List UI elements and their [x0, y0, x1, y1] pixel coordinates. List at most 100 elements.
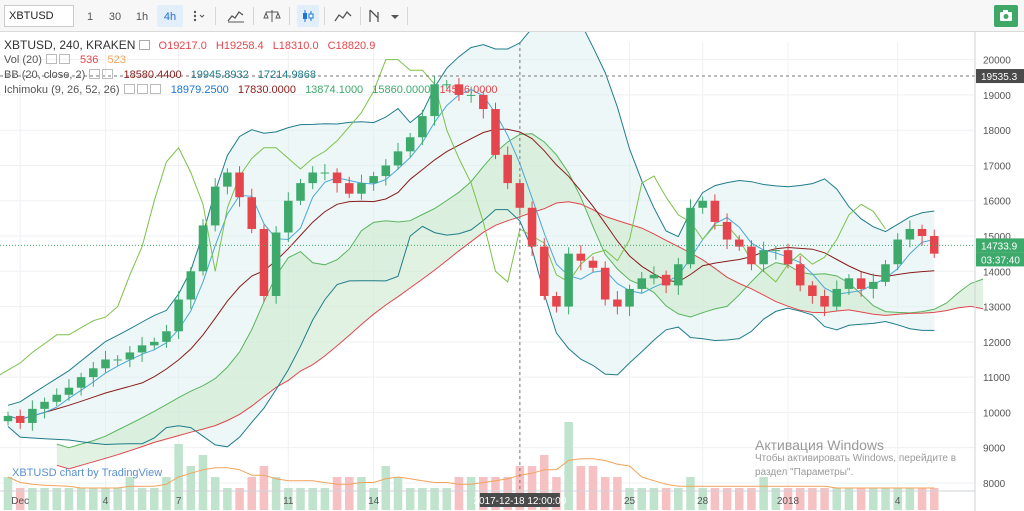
volume-bar [710, 488, 720, 510]
volume-bar [759, 477, 768, 510]
volume-bar [808, 488, 817, 510]
volume-bar [381, 466, 391, 510]
ichimoku-settings-icon[interactable] [123, 84, 135, 94]
candle-body [101, 359, 110, 369]
volume-bar [259, 466, 269, 510]
candle-body [722, 221, 732, 240]
indicators-icon[interactable] [222, 5, 250, 27]
ichimoku-remove-icon[interactable] [149, 84, 161, 94]
vol-hide-icon[interactable] [58, 54, 70, 64]
volume-bar [747, 488, 756, 510]
candle-body [539, 246, 549, 296]
volume-bar [674, 488, 683, 510]
volume-bar [869, 488, 878, 510]
candle-body [771, 250, 781, 252]
volume-bar [186, 466, 196, 510]
candle-body [917, 228, 927, 237]
candle-body [320, 172, 330, 174]
bb-settings-icon[interactable] [89, 69, 101, 79]
series-title: XBTUSD, 240, KRAKEN [4, 38, 136, 52]
volume-bar [430, 488, 439, 510]
vol-legend: Vol (20) 536 523 [4, 53, 498, 68]
settings-icon[interactable] [139, 40, 151, 50]
candle-body [284, 200, 293, 233]
candle-body [3, 415, 13, 422]
more-vertical-icon[interactable] [185, 5, 211, 27]
x-tick-label: Dec [11, 496, 29, 507]
volume-bar [344, 477, 354, 510]
interval-1h-button[interactable]: 1h [135, 11, 149, 23]
volume-bar [649, 488, 659, 510]
volume-bar [734, 488, 744, 510]
crosshair-price-label-bg [976, 69, 1024, 84]
volume-bar [320, 488, 330, 510]
volume-bar [332, 477, 342, 510]
bb-hide-icon[interactable] [102, 69, 114, 79]
vol-value-1: 536 [80, 54, 99, 66]
vol-settings-icon[interactable] [45, 54, 57, 64]
candle-body [698, 200, 707, 208]
interval-4h-button[interactable]: 4h [157, 5, 183, 27]
y-tick-label: 16000 [983, 197, 1011, 208]
volume-bar [247, 477, 257, 510]
candle-body [64, 387, 74, 395]
dropdown-icon[interactable] [386, 5, 404, 27]
y-tick-label: 9000 [983, 444, 1006, 455]
ichimoku-span-a-value: 15860.0000 [372, 84, 431, 96]
area-style-icon[interactable] [330, 5, 356, 27]
bb-lower-value: 17214.9868 [257, 69, 316, 81]
volume-bar [76, 488, 86, 510]
interval-1-button[interactable]: 1 [86, 11, 94, 23]
volume-bar [686, 477, 695, 510]
ichimoku-hide-icon[interactable] [136, 84, 148, 94]
volume-bar [527, 466, 537, 510]
symbol-input[interactable] [4, 5, 74, 27]
volume-bar [393, 477, 403, 510]
tradingview-watermark-link[interactable]: XBTUSD chart by TradingView [12, 467, 163, 479]
candle-body [137, 345, 147, 353]
candle-body [881, 264, 890, 282]
volume-bar [15, 488, 25, 510]
price-chart[interactable]: 8000 9000 10000 11000 12000 13000 14000 15000 16… [0, 32, 1024, 511]
volume-bar [564, 422, 573, 510]
candle-body [929, 236, 939, 254]
candles-style-icon[interactable] [297, 5, 319, 27]
candle-body [613, 299, 622, 307]
compare-icon[interactable] [258, 5, 286, 27]
candle-body [223, 172, 232, 187]
candle-body [661, 274, 671, 286]
candle-body [259, 228, 269, 296]
candle-body [430, 84, 439, 117]
volume-bar [296, 488, 305, 510]
volume-bar [284, 488, 293, 510]
volume-bar [454, 477, 464, 510]
volume-bar [223, 488, 232, 510]
volume-bar [893, 488, 902, 510]
candle-body [710, 200, 720, 222]
volume-bar [771, 488, 781, 510]
candle-body [271, 232, 281, 296]
candle-body [479, 94, 488, 110]
volume-bar [418, 488, 427, 510]
volume-bar [369, 488, 378, 510]
drawing-icon[interactable] [364, 5, 384, 27]
volume-bar [600, 477, 610, 510]
candle-body [40, 401, 49, 409]
candle-body [52, 394, 62, 402]
candle-body [649, 274, 659, 279]
camera-icon[interactable] [994, 5, 1018, 27]
volume-bar [149, 488, 159, 510]
volume-bar [357, 477, 366, 510]
candle-body [296, 183, 305, 201]
candle-body [759, 250, 768, 265]
y-tick-label: 19000 [983, 91, 1011, 102]
candle-body [686, 207, 695, 265]
x-tick-label: 2018 [777, 496, 800, 507]
candle-body [76, 377, 86, 388]
volume-bar [783, 488, 793, 510]
volume-bar [881, 488, 890, 510]
bb-legend: BB (20, close, 2) 18580.4400 19945.8932 … [4, 68, 498, 83]
countdown-label: 03:37:40 [981, 255, 1020, 266]
interval-30-button[interactable]: 30 [108, 11, 122, 23]
candle-body [600, 267, 610, 300]
